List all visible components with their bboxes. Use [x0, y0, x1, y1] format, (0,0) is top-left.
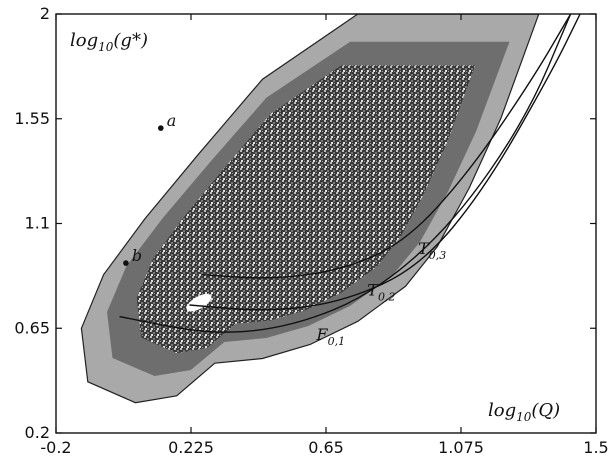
- y-axis-title: log10(g*): [70, 30, 148, 54]
- y-tick-label: 1.1: [25, 214, 50, 233]
- x-tick-label: 1.075: [438, 438, 484, 457]
- y-axis-title-subscript: 10: [98, 40, 114, 54]
- boundary-curves: [119, 14, 581, 333]
- x-axis-title-base: log: [488, 400, 516, 421]
- point-label-a: a: [167, 111, 177, 130]
- y-tick-label: 2: [40, 4, 50, 23]
- marked-points: F0,1 T0,2 T0,3 a b: [123, 111, 446, 348]
- curve-label-t-0-3: T0,3: [418, 239, 446, 262]
- x-tick-label: 0.65: [308, 438, 344, 457]
- x-tick-label: 1.5: [583, 438, 608, 457]
- y-tick-label: 0.65: [14, 318, 50, 337]
- white-island: [186, 293, 212, 312]
- x-axis-title-argument: (Q): [531, 400, 560, 421]
- curve-t-0-3: [202, 14, 572, 279]
- y-tick-label: 0.2: [25, 423, 50, 442]
- curve-label-t-0-2: T0,2: [367, 281, 395, 304]
- x-axis-title-subscript: 10: [516, 410, 532, 424]
- axis-ticks: -0.2 0.225 0.65 1.075 1.5 0.2 0.65 1.1 1.55 2: [14, 4, 608, 457]
- curve-f-0-1: [119, 14, 572, 333]
- x-axis-title: log10(Q): [488, 400, 560, 424]
- point-label-b: b: [132, 246, 142, 265]
- point-b: [123, 260, 129, 266]
- y-axis-title-base: log: [70, 30, 98, 51]
- y-axis-title-argument: (g*): [113, 30, 148, 51]
- curve-t-0-2: [189, 14, 581, 311]
- y-tick-label: 1.55: [14, 109, 50, 128]
- x-tick-label: 0.225: [168, 438, 214, 457]
- point-a: [158, 125, 164, 131]
- region-chaotic-core: [136, 65, 476, 354]
- x-tick-label: -0.2: [40, 438, 71, 457]
- curve-label-f-0-1: F0,1: [316, 325, 346, 348]
